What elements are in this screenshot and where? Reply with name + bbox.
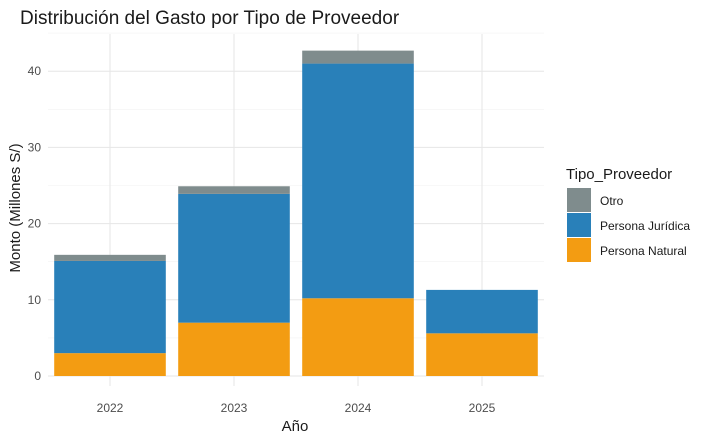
legend-swatch bbox=[567, 213, 591, 237]
bar-segment-2025-persona-jur-dica bbox=[426, 289, 538, 334]
y-axis-ticks: 0 10 20 30 40 bbox=[28, 64, 42, 383]
bar-segment-2024-persona-jur-dica bbox=[302, 63, 414, 299]
bar-segment-2022-persona-natural bbox=[54, 353, 166, 376]
x-tick-label: 2022 bbox=[97, 401, 124, 415]
bar-segment-2023-persona-natural bbox=[178, 322, 290, 376]
x-tick-label: 2023 bbox=[221, 401, 248, 415]
x-tick-label: 2024 bbox=[345, 401, 372, 415]
legend-swatch bbox=[567, 238, 591, 262]
x-axis-ticks: 2022 2023 2024 2025 bbox=[97, 401, 496, 415]
legend-label: Persona Jurídica bbox=[600, 219, 690, 233]
x-tick-label: 2025 bbox=[469, 401, 496, 415]
chart-title: Distribución del Gasto por Tipo de Prove… bbox=[20, 8, 400, 29]
legend-swatch bbox=[567, 188, 591, 212]
y-tick-label: 40 bbox=[28, 64, 42, 78]
bar-segment-2023-otro bbox=[178, 186, 290, 194]
legend-label: Persona Natural bbox=[600, 244, 687, 258]
x-axis-title: Año bbox=[282, 418, 309, 435]
bar-segment-2022-otro bbox=[54, 254, 166, 261]
bar-segment-2023-persona-jur-dica bbox=[178, 193, 290, 323]
y-tick-label: 20 bbox=[28, 217, 42, 231]
bar-segment-2024-otro bbox=[302, 50, 414, 64]
y-axis-title: Monto (Millones S/) bbox=[7, 143, 24, 272]
y-tick-label: 10 bbox=[28, 293, 42, 307]
legend: Tipo_Proveedor Otro Persona Jurídica Perso… bbox=[566, 166, 690, 262]
legend-label: Otro bbox=[600, 194, 624, 208]
y-tick-label: 0 bbox=[34, 369, 41, 383]
legend-title: Tipo_Proveedor bbox=[566, 166, 672, 183]
bars bbox=[54, 50, 538, 376]
bar-segment-2024-persona-natural bbox=[302, 298, 414, 376]
bar-segment-2022-persona-jur-dica bbox=[54, 260, 166, 354]
y-tick-label: 30 bbox=[28, 140, 42, 154]
bar-segment-2025-persona-natural bbox=[426, 333, 538, 376]
